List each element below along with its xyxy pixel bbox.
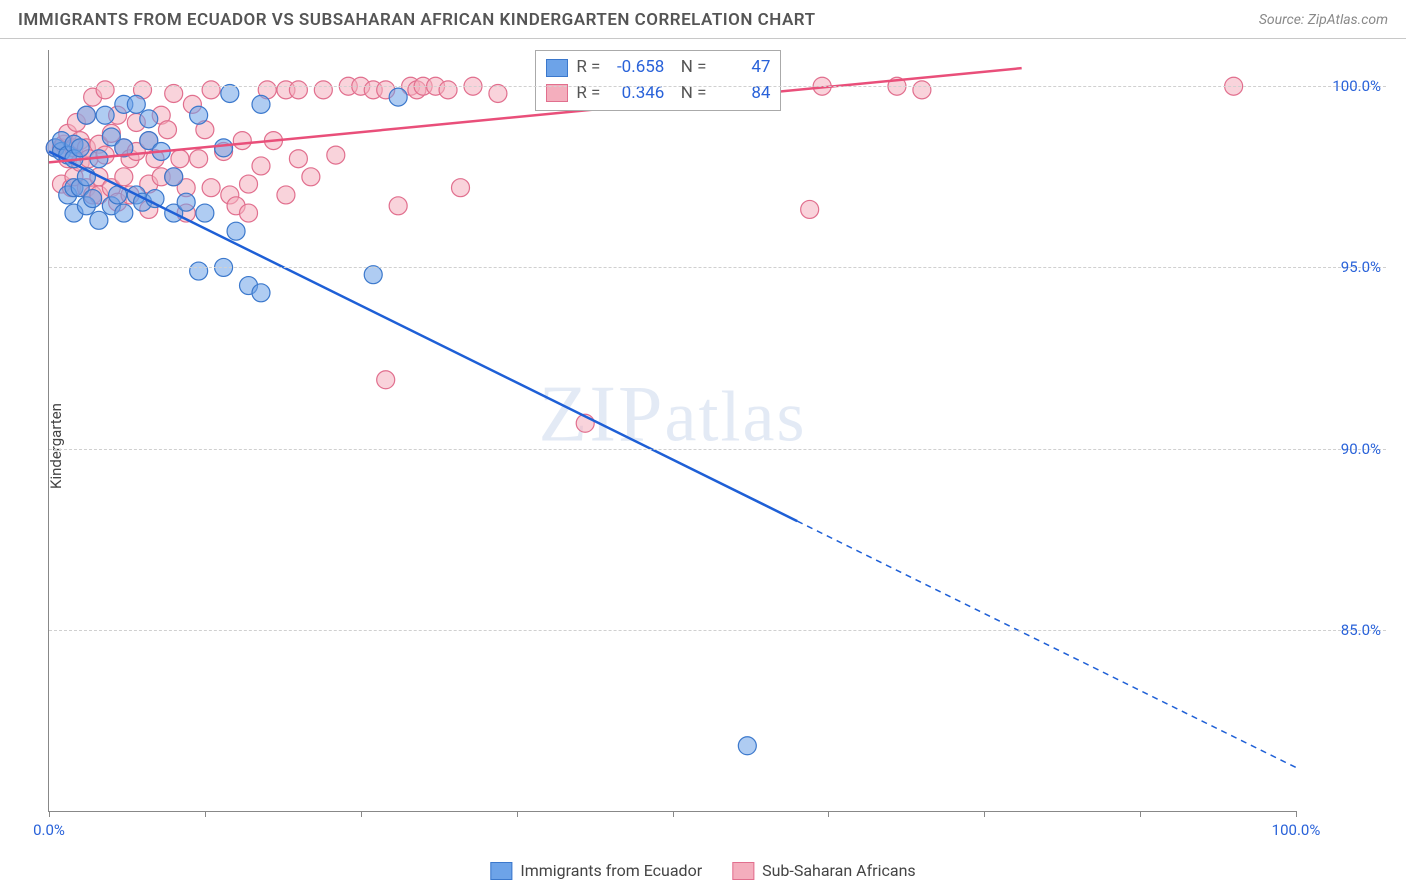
legend-n-value-subsaharan: 84: [714, 81, 770, 107]
chart-title: IMMIGRANTS FROM ECUADOR VS SUBSAHARAN AF…: [18, 10, 816, 30]
y-tick-label: 85.0%: [1341, 621, 1381, 639]
legend-r-label: R =: [576, 55, 600, 81]
legend-item-subsaharan: Sub-Saharan Africans: [732, 861, 916, 880]
legend-label-ecuador: Immigrants from Ecuador: [520, 861, 702, 880]
chart-container: Kindergarten ZIPatlas R = -0.658 N = 47 …: [48, 50, 1386, 842]
legend-row-ecuador: R = -0.658 N = 47: [546, 55, 770, 81]
legend-n-label: N =: [672, 81, 706, 107]
legend-swatch-ecuador: [546, 59, 568, 77]
plot-area: ZIPatlas R = -0.658 N = 47 R = 0.346 N =…: [48, 50, 1296, 812]
chart-source: Source: ZipAtlas.com: [1259, 12, 1388, 28]
legend-r-label: R =: [576, 81, 600, 107]
legend-swatch-ecuador-icon: [490, 862, 512, 880]
chart-header: IMMIGRANTS FROM ECUADOR VS SUBSAHARAN AF…: [0, 0, 1406, 39]
y-tick-label: 90.0%: [1341, 440, 1381, 458]
legend-swatch-subsaharan-icon: [732, 862, 754, 880]
legend-r-value-subsaharan: 0.346: [608, 81, 664, 107]
legend-label-subsaharan: Sub-Saharan Africans: [762, 861, 916, 880]
legend-n-label: N =: [672, 55, 706, 81]
x-tick-label: 0.0%: [33, 821, 65, 839]
y-tick-label: 100.0%: [1332, 77, 1381, 95]
correlation-legend: R = -0.658 N = 47 R = 0.346 N = 84: [535, 50, 781, 111]
plot-svg: [49, 50, 1296, 811]
x-tick-label: 100.0%: [1272, 821, 1321, 839]
legend-row-subsaharan: R = 0.346 N = 84: [546, 81, 770, 107]
legend-item-ecuador: Immigrants from Ecuador: [490, 861, 702, 880]
y-tick-label: 95.0%: [1341, 258, 1381, 276]
series-legend: Immigrants from Ecuador Sub-Saharan Afri…: [490, 861, 915, 880]
legend-n-value-ecuador: 47: [714, 55, 770, 81]
legend-r-value-ecuador: -0.658: [608, 55, 664, 81]
